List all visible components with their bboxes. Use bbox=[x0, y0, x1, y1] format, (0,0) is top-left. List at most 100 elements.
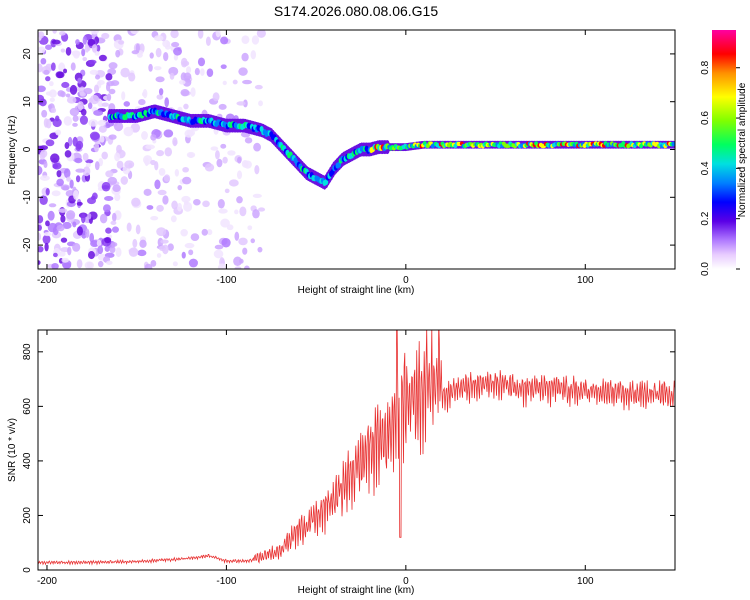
noise-blob bbox=[114, 152, 121, 162]
noise-blob bbox=[137, 249, 147, 257]
noise-blob bbox=[105, 227, 112, 234]
noise-blob bbox=[65, 210, 76, 220]
colorbar-tick-label: 0.4 bbox=[700, 161, 711, 175]
noise-blob bbox=[218, 208, 228, 214]
noise-blob bbox=[109, 246, 116, 254]
noise-blob bbox=[234, 266, 242, 269]
noise-blob bbox=[47, 210, 55, 221]
noise-blob bbox=[222, 156, 228, 164]
noise-blob bbox=[130, 30, 140, 35]
noise-blob bbox=[242, 79, 253, 85]
noise-blob bbox=[60, 237, 68, 243]
noise-blob bbox=[104, 237, 112, 244]
noise-blob bbox=[162, 195, 169, 205]
noise-blob bbox=[177, 184, 183, 191]
noise-blob bbox=[180, 229, 188, 237]
y-tick-label: 20 bbox=[22, 48, 33, 60]
noise-blob bbox=[64, 150, 72, 158]
noise-blob bbox=[257, 207, 266, 212]
noise-blob bbox=[77, 101, 84, 110]
noise-blob bbox=[94, 51, 100, 56]
noise-blob bbox=[183, 103, 189, 110]
noise-blob bbox=[238, 237, 248, 246]
noise-blob bbox=[185, 66, 192, 74]
noise-blob bbox=[87, 213, 92, 220]
noise-blob bbox=[139, 239, 147, 248]
noise-blob bbox=[182, 176, 192, 185]
noise-blob bbox=[182, 60, 190, 67]
noise-blob bbox=[89, 69, 99, 75]
noise-blob bbox=[72, 115, 79, 122]
noise-blob bbox=[104, 245, 110, 252]
noise-blob bbox=[128, 247, 139, 257]
noise-blob bbox=[171, 41, 180, 48]
noise-blob bbox=[85, 159, 94, 164]
noise-blob bbox=[154, 179, 161, 190]
noise-blob bbox=[64, 142, 70, 150]
colorbar-tick-label: 0.2 bbox=[700, 211, 711, 225]
noise-blob bbox=[108, 62, 118, 70]
noise-blob bbox=[254, 164, 260, 175]
noise-blob bbox=[81, 48, 86, 57]
noise-blob bbox=[60, 48, 66, 53]
noise-blob bbox=[94, 161, 100, 171]
noise-blob bbox=[43, 232, 52, 237]
noise-blob bbox=[144, 263, 153, 269]
noise-blob bbox=[239, 206, 247, 217]
snr-series-line bbox=[38, 330, 675, 566]
noise-blob bbox=[238, 67, 248, 76]
noise-blob bbox=[88, 119, 98, 127]
noise-blob bbox=[38, 215, 44, 224]
noise-blob bbox=[220, 143, 227, 149]
noise-blob bbox=[108, 88, 116, 95]
noise-blob bbox=[206, 229, 213, 236]
noise-blob bbox=[111, 242, 118, 247]
colorbar-tick-label: 0.8 bbox=[700, 60, 711, 74]
noise-blob bbox=[43, 160, 48, 169]
x-tick-label: 0 bbox=[403, 275, 409, 286]
noise-blob bbox=[190, 233, 200, 242]
noise-blob bbox=[75, 175, 81, 183]
noise-blob bbox=[150, 260, 157, 267]
noise-blob bbox=[178, 79, 186, 85]
noise-blob bbox=[99, 135, 105, 143]
x-tick-label: -100 bbox=[216, 576, 236, 587]
noise-blob bbox=[232, 79, 238, 85]
noise-blob bbox=[182, 78, 192, 87]
noise-blob bbox=[38, 85, 46, 93]
colorbar-ticks: 0.0 0.2 0.4 0.6 0.8 bbox=[700, 60, 740, 276]
noise-blob bbox=[205, 36, 211, 47]
noise-blob bbox=[252, 193, 262, 199]
noise-blob bbox=[138, 99, 146, 106]
x-tick-label: 0 bbox=[403, 576, 409, 587]
noise-blob bbox=[156, 204, 164, 212]
noise-blob bbox=[135, 224, 141, 235]
spectrogram-marks bbox=[38, 30, 675, 269]
noise-blob bbox=[51, 39, 61, 45]
noise-blob bbox=[72, 221, 77, 228]
noise-blob bbox=[158, 245, 166, 251]
noise-blob bbox=[194, 67, 200, 76]
noise-blob bbox=[54, 115, 60, 122]
noise-blob bbox=[241, 52, 249, 62]
noise-blob bbox=[221, 238, 231, 248]
noise-blob bbox=[72, 242, 81, 252]
noise-blob bbox=[169, 72, 175, 80]
noise-blob bbox=[63, 116, 73, 126]
y-tick-label: 600 bbox=[22, 398, 33, 415]
noise-blob bbox=[52, 30, 57, 34]
noise-blob bbox=[96, 239, 102, 247]
noise-blob bbox=[124, 160, 135, 169]
noise-blob bbox=[38, 260, 41, 265]
noise-blob bbox=[177, 202, 183, 212]
noise-blob bbox=[150, 159, 156, 166]
noise-blob bbox=[49, 97, 55, 103]
noise-blob bbox=[97, 80, 105, 85]
noise-blob bbox=[156, 94, 164, 100]
noise-blob bbox=[236, 170, 243, 180]
noise-blob bbox=[51, 190, 61, 197]
noise-blob bbox=[39, 151, 46, 160]
snr-panel: -200 -100 0 100 0 200 400 600 800 Height of str… bbox=[7, 329, 676, 596]
